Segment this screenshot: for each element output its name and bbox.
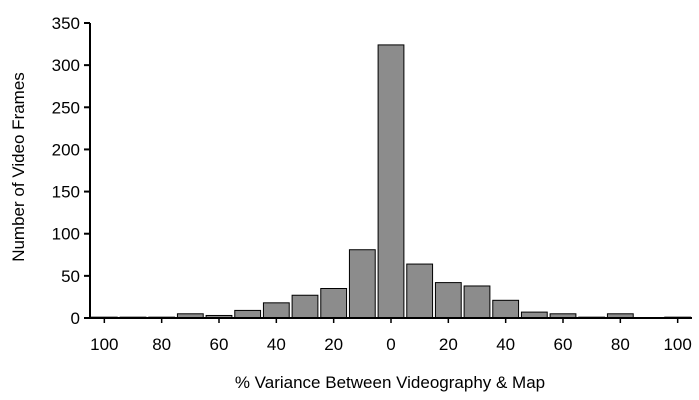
bar--20 (320, 288, 348, 319)
x-tick-label: 100 (90, 335, 118, 354)
y-tick-label: 0 (71, 309, 80, 328)
bar--30 (291, 294, 319, 319)
x-tick-label: 60 (554, 335, 573, 354)
bar--10 (348, 249, 376, 319)
x-tick-label: 60 (210, 335, 229, 354)
bar--40 (262, 302, 290, 319)
y-tick-label: 250 (52, 98, 80, 117)
y-tick-label: 50 (61, 267, 80, 286)
bar--50 (234, 309, 262, 319)
y-tick-label: 300 (52, 56, 80, 75)
y-tick-label: 200 (52, 140, 80, 159)
x-tick-label: 40 (267, 335, 286, 354)
x-axis-label: % Variance Between Videography & Map (235, 373, 545, 392)
x-tick-label: 80 (152, 335, 171, 354)
bar-10 (406, 263, 434, 319)
x-tick-label: 80 (611, 335, 630, 354)
x-tick-label: 0 (386, 335, 395, 354)
bars-group (90, 44, 692, 319)
y-tick-label: 350 (52, 14, 80, 33)
y-tick-label: 100 (52, 225, 80, 244)
bar-20 (434, 282, 462, 319)
bar-0 (377, 44, 405, 319)
x-tick-label: 20 (439, 335, 458, 354)
bar-40 (492, 299, 520, 319)
y-tick-label: 150 (52, 183, 80, 202)
x-tick-label: 40 (496, 335, 515, 354)
y-axis-label: Number of Video Frames (9, 72, 28, 262)
x-tick-label: 100 (663, 335, 691, 354)
bar-30 (463, 285, 491, 319)
x-tick-label: 20 (324, 335, 343, 354)
